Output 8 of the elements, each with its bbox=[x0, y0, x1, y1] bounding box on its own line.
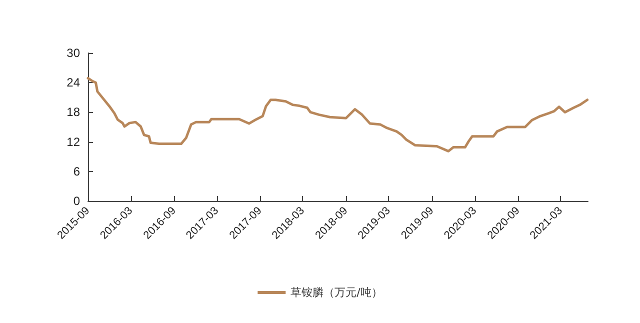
y-tick-label: 24 bbox=[66, 76, 80, 90]
line-series bbox=[86, 76, 589, 152]
legend-label: 草铵膦（万元/吨） bbox=[290, 286, 382, 299]
y-tick-label: 30 bbox=[66, 46, 80, 60]
y-tick-label: 0 bbox=[73, 194, 80, 208]
y-tick-label: 6 bbox=[73, 164, 80, 178]
y-tick-label: 18 bbox=[66, 105, 80, 120]
y-tick-label: 12 bbox=[66, 134, 80, 149]
